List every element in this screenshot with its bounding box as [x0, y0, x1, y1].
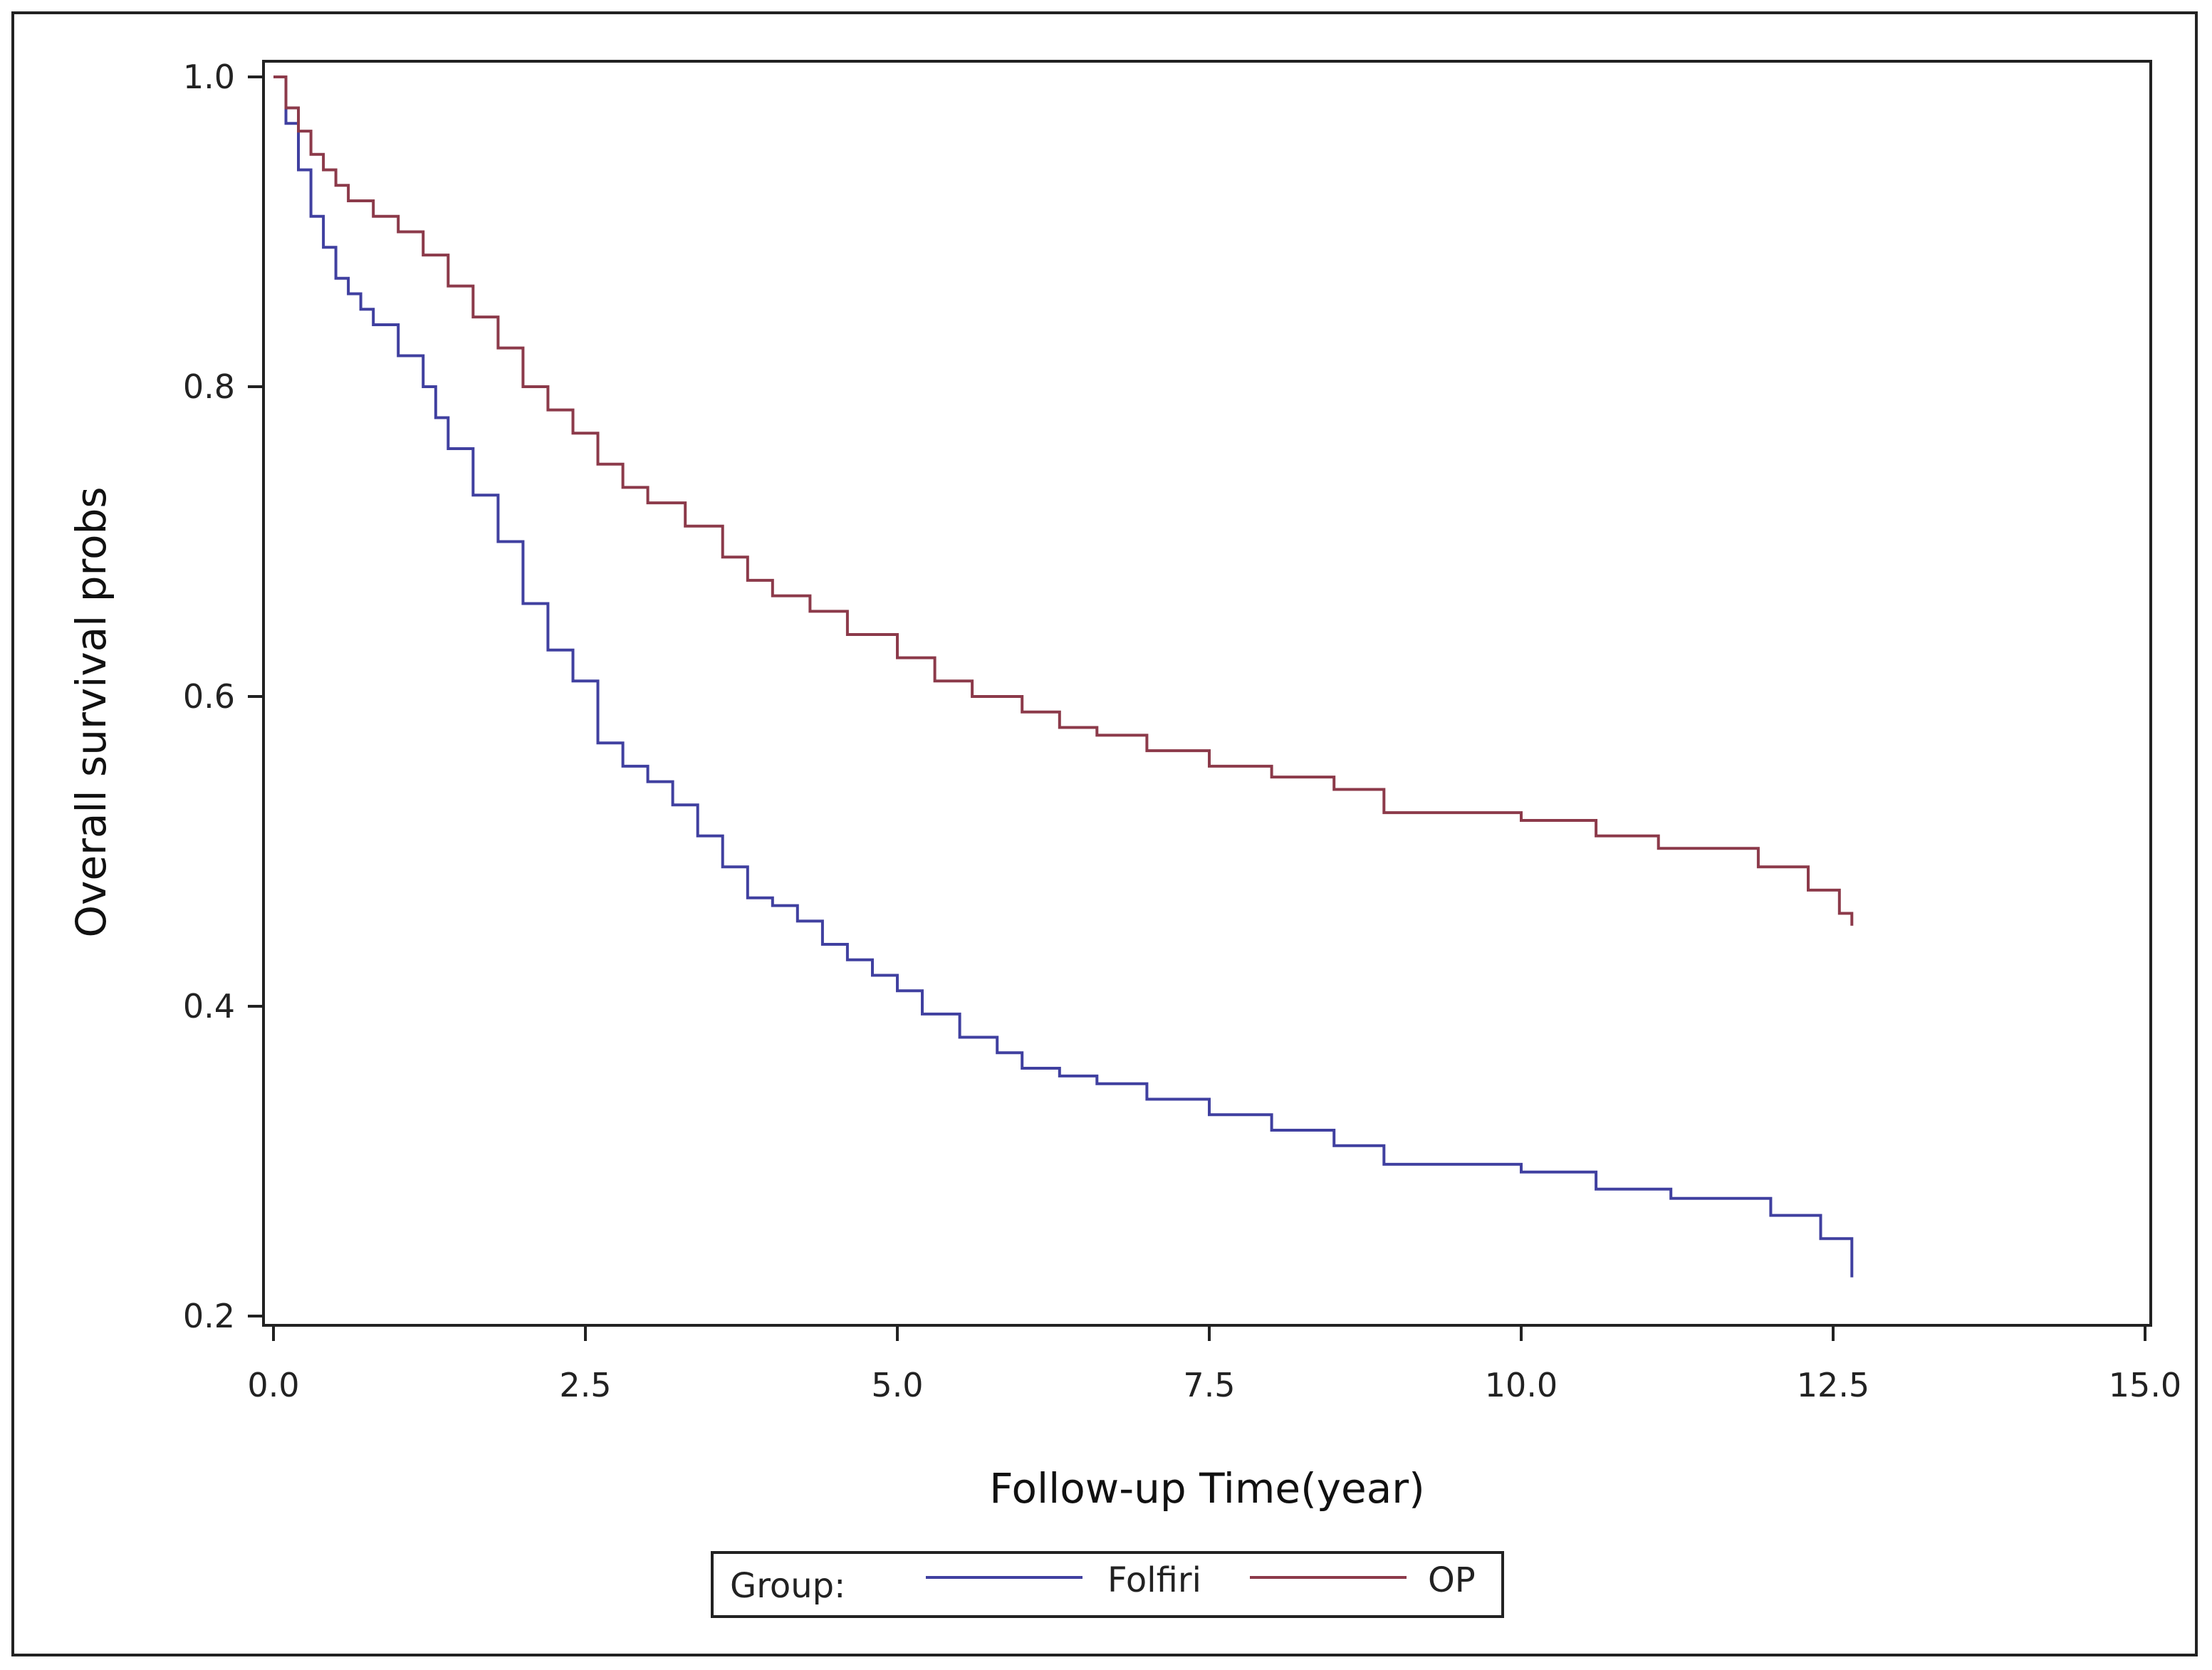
y-tick-label: 0.2: [183, 1297, 235, 1335]
figure-frame: [11, 11, 2198, 1656]
legend-label-folfiri: Folfiri: [1107, 1560, 1201, 1600]
x-tick-label: 2.5: [559, 1366, 611, 1404]
x-tick-label: 15.0: [2109, 1366, 2181, 1404]
legend-label-op: OP: [1428, 1560, 1476, 1600]
x-axis-title: Follow-up Time(year): [989, 1464, 1424, 1513]
x-tick-label: 7.5: [1183, 1366, 1235, 1404]
series-layer: [273, 75, 1854, 1278]
series-line-folfiri: [273, 75, 1854, 1278]
y-tick-label: 0.6: [183, 677, 235, 716]
plot-area-frame: [262, 60, 2152, 1327]
x-tick-label: 0.0: [247, 1366, 299, 1404]
legend-box: [711, 1551, 1504, 1618]
x-axis: 0.0 2.5 5.0 7.5 10.0 12.5 15.0: [247, 1325, 2181, 1404]
legend: Group: Folfiri OP: [711, 1551, 1504, 1618]
x-tick-label: 12.5: [1797, 1366, 1869, 1404]
y-tick-label: 1.0: [183, 58, 235, 96]
y-axis-title: Overall survival probs: [67, 486, 115, 937]
y-tick-label: 0.4: [183, 987, 235, 1026]
y-tick-label: 0.8: [183, 367, 235, 406]
y-axis: 0.2 0.4 0.6 0.8 1.0: [183, 58, 264, 1335]
x-tick-label: 5.0: [871, 1366, 923, 1404]
series-line-op: [273, 75, 1854, 926]
legend-title: Group:: [730, 1566, 845, 1606]
x-tick-label: 10.0: [1485, 1366, 1558, 1404]
